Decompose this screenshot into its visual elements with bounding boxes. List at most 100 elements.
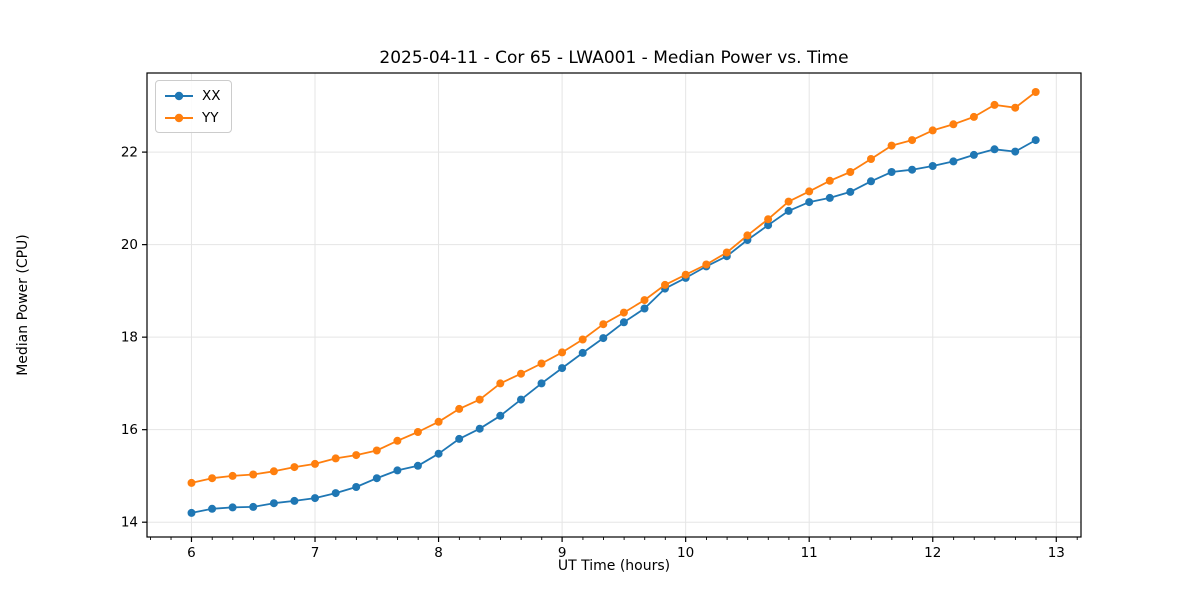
data-point-yy (743, 231, 752, 240)
data-point-xx (496, 411, 505, 420)
data-point-yy (969, 112, 978, 121)
data-point-xx (1031, 136, 1040, 145)
y-tick-label: 16 (121, 422, 138, 438)
data-point-xx (290, 496, 299, 505)
series-line-yy (191, 91, 1037, 484)
data-point-xx (990, 145, 999, 154)
data-point-yy (269, 467, 278, 476)
data-point-xx (249, 502, 258, 511)
x-axis-label: UT Time (hours) (557, 558, 671, 574)
data-point-xx (764, 221, 773, 230)
x-tick-label: 8 (434, 545, 443, 561)
y-tick-label: 18 (121, 330, 138, 346)
x-tick-label: 7 (311, 545, 320, 561)
data-point-xx (619, 318, 628, 327)
data-point-xx (455, 434, 464, 443)
data-point-yy (784, 197, 793, 206)
data-point-yy (578, 335, 587, 344)
chart-title: 2025-04-11 - Cor 65 - LWA001 - Median Po… (379, 48, 849, 68)
data-point-yy (764, 215, 773, 224)
data-point-yy (434, 417, 443, 426)
data-point-xx (517, 395, 525, 404)
data-point-yy (908, 136, 917, 145)
legend: XX YY (155, 80, 232, 133)
x-tick-label: 13 (1048, 545, 1065, 561)
data-point-yy (372, 446, 381, 455)
x-tick-label: 9 (558, 545, 567, 561)
data-point-yy (228, 471, 237, 480)
x-tick-label: 6 (187, 545, 196, 561)
data-point-yy (537, 359, 546, 368)
data-point-xx (434, 449, 443, 458)
data-point-yy (249, 470, 258, 479)
data-point-yy (290, 463, 299, 472)
data-point-xx (352, 483, 361, 491)
data-point-yy (949, 120, 958, 129)
data-point-yy (352, 451, 361, 460)
data-point-xx (311, 494, 319, 503)
x-tick-label: 11 (801, 545, 818, 561)
legend-item-xx: XX (164, 86, 221, 105)
data-point-yy (475, 395, 484, 404)
data-point-xx (867, 177, 875, 186)
data-point-xx (558, 364, 567, 373)
data-point-xx (969, 150, 978, 159)
data-point-yy (846, 168, 855, 176)
data-point-xx (928, 162, 937, 170)
data-point-yy (619, 308, 628, 317)
y-axis-label: Median Power (CPU) (15, 234, 31, 376)
data-point-yy (517, 369, 525, 378)
data-point-yy (1031, 88, 1040, 96)
data-point-xx (331, 489, 340, 498)
data-point-xx (949, 157, 958, 166)
series-line-xx (191, 139, 1037, 514)
data-point-yy (1011, 103, 1020, 112)
y-tick-label: 22 (121, 145, 138, 161)
y-tick-label: 20 (121, 237, 138, 253)
legend-label: YY (202, 109, 219, 126)
data-point-yy (681, 270, 690, 279)
data-point-xx (908, 165, 917, 174)
data-point-xx (640, 304, 649, 313)
data-point-yy (413, 428, 422, 436)
data-point-xx (475, 424, 484, 433)
data-point-yy (928, 126, 937, 135)
data-point-yy (990, 100, 999, 109)
axes-frame (146, 72, 1082, 538)
data-point-yy (887, 141, 896, 150)
data-point-xx (537, 379, 546, 388)
data-point-yy (393, 436, 402, 445)
x-tick-label: 10 (677, 545, 694, 561)
data-point-yy (702, 260, 711, 269)
data-point-yy (640, 296, 649, 305)
data-point-xx (208, 504, 217, 513)
data-point-xx (393, 466, 402, 475)
data-point-xx (846, 187, 855, 196)
legend-line-marker-icon (165, 91, 193, 100)
data-point-yy (331, 454, 340, 463)
data-point-yy (455, 404, 464, 413)
data-point-xx (784, 206, 793, 215)
data-point-xx (269, 499, 278, 508)
data-point-yy (496, 379, 505, 388)
legend-line-marker-icon (165, 113, 193, 122)
legend-item-yy: YY (164, 108, 221, 127)
data-point-xx (825, 193, 834, 202)
data-point-xx (372, 474, 381, 483)
data-point-yy (722, 248, 731, 257)
data-point-xx (1011, 147, 1020, 156)
data-point-yy (187, 478, 196, 487)
data-point-yy (558, 348, 567, 357)
data-point-xx (805, 198, 814, 207)
legend-label: XX (202, 87, 221, 104)
data-point-xx (578, 348, 587, 357)
data-point-xx (887, 168, 896, 176)
x-tick-label: 12 (924, 545, 941, 561)
data-point-yy (208, 474, 217, 483)
data-point-xx (187, 508, 196, 517)
data-point-xx (228, 503, 237, 512)
data-point-xx (413, 461, 422, 470)
data-point-yy (825, 176, 834, 185)
